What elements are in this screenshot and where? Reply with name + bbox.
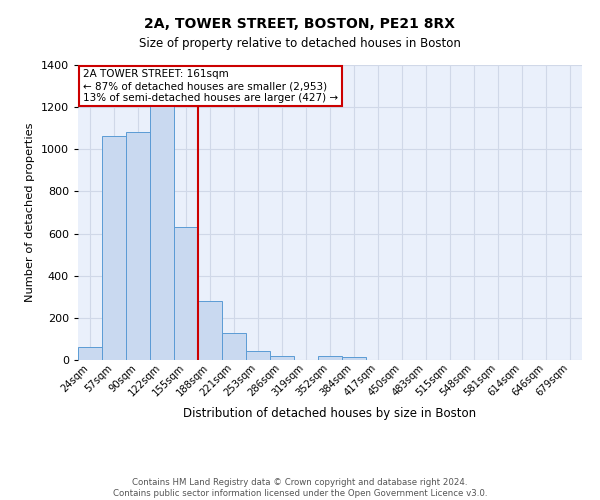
- Text: Contains HM Land Registry data © Crown copyright and database right 2024.
Contai: Contains HM Land Registry data © Crown c…: [113, 478, 487, 498]
- Bar: [102, 136, 126, 360]
- Y-axis label: Number of detached properties: Number of detached properties: [25, 122, 35, 302]
- Text: Size of property relative to detached houses in Boston: Size of property relative to detached ho…: [139, 38, 461, 51]
- Bar: [342, 358, 366, 360]
- Text: 2A TOWER STREET: 161sqm
← 87% of detached houses are smaller (2,953)
13% of semi: 2A TOWER STREET: 161sqm ← 87% of detache…: [83, 70, 338, 102]
- Bar: [174, 227, 198, 360]
- Bar: [270, 356, 294, 360]
- Text: 2A, TOWER STREET, BOSTON, PE21 8RX: 2A, TOWER STREET, BOSTON, PE21 8RX: [145, 18, 455, 32]
- Bar: [198, 301, 222, 360]
- Bar: [318, 356, 342, 360]
- Bar: [246, 350, 270, 360]
- Bar: [150, 82, 174, 360]
- Bar: [222, 332, 246, 360]
- X-axis label: Distribution of detached houses by size in Boston: Distribution of detached houses by size …: [184, 406, 476, 420]
- Bar: [78, 347, 102, 360]
- Bar: [126, 132, 150, 360]
